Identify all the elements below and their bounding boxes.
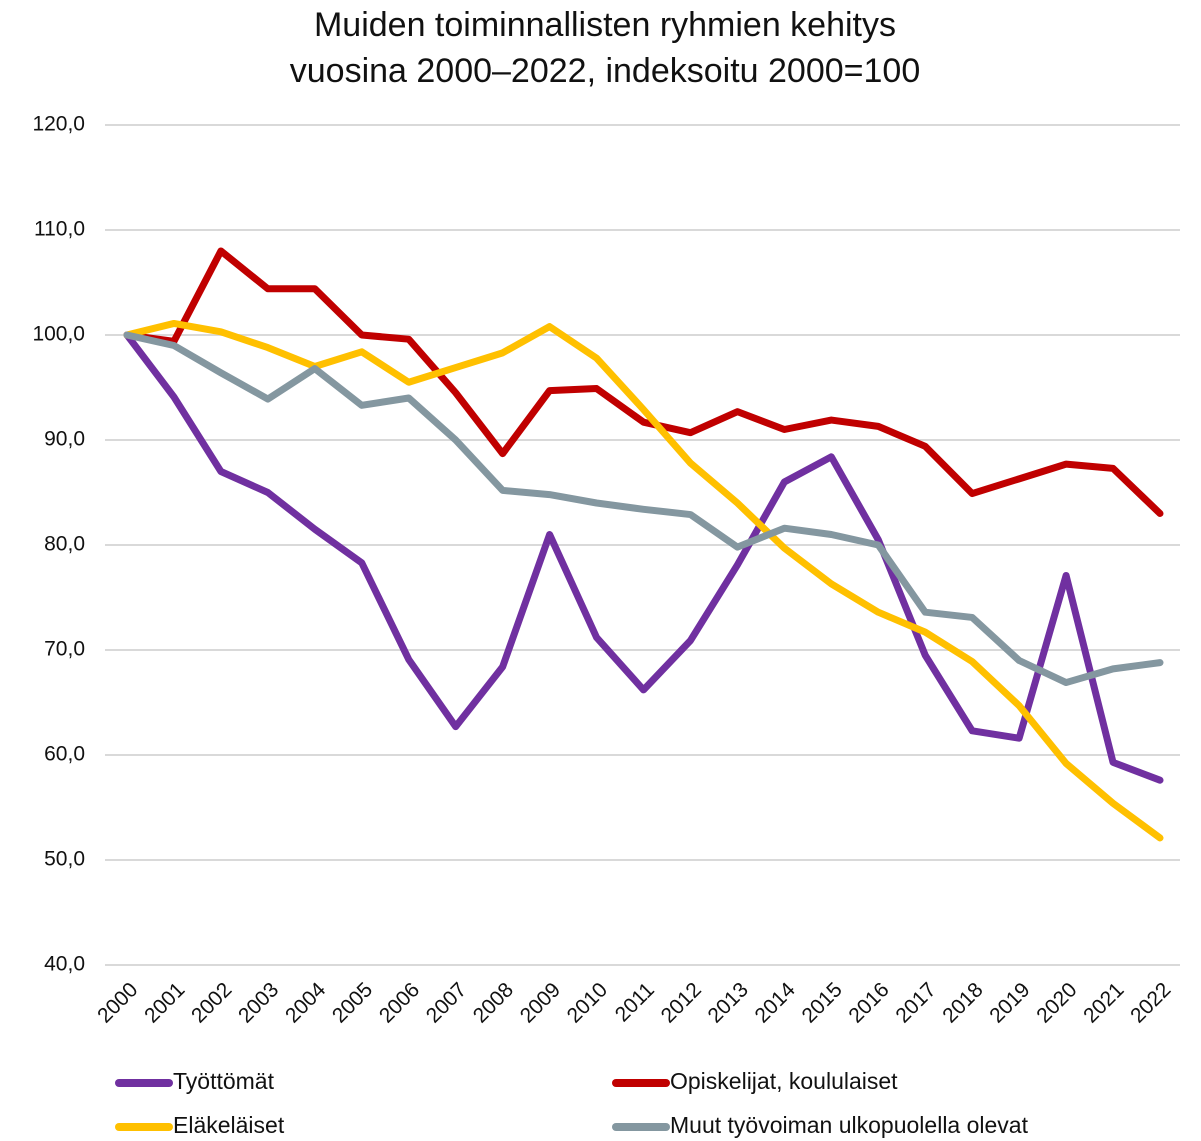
y-tick-label: 70,0: [44, 638, 85, 661]
x-tick-label: 2016: [844, 978, 893, 1027]
legend-label: Opiskelijat, koululaiset: [670, 1068, 898, 1094]
x-tick-label: 2022: [1126, 978, 1175, 1027]
x-tick-label: 2020: [1032, 978, 1081, 1027]
legend-label: Eläkeläiset: [173, 1112, 285, 1138]
x-tick-label: 2003: [234, 978, 283, 1027]
x-tick-label: 2013: [704, 978, 753, 1027]
y-tick-label: 90,0: [44, 428, 85, 451]
y-tick-label: 40,0: [44, 953, 85, 976]
x-tick-label: 2007: [422, 978, 471, 1027]
x-tick-label: 2011: [611, 978, 659, 1026]
y-tick-label: 50,0: [44, 848, 85, 871]
x-tick-label: 2004: [281, 978, 331, 1028]
x-tick-label: 2012: [657, 978, 706, 1027]
legend-label: Muut työvoiman ulkopuolella olevat: [670, 1112, 1029, 1138]
x-tick-label: 2001: [140, 978, 189, 1027]
y-tick-label: 60,0: [44, 743, 85, 766]
y-tick-label: 100,0: [32, 323, 85, 346]
chart-title: Muiden toiminnallisten ryhmien kehitys: [314, 6, 896, 44]
x-tick-label: 2021: [1079, 978, 1128, 1027]
chart-title: vuosina 2000–2022, indeksoitu 2000=100: [290, 52, 920, 90]
x-tick-label: 2014: [751, 978, 801, 1028]
y-tick-label: 80,0: [44, 533, 85, 556]
line-series: [123, 247, 1164, 517]
line-series: [123, 319, 1164, 842]
x-tick-label: 2019: [985, 978, 1034, 1027]
x-tick-label: 2002: [187, 978, 236, 1027]
line-series: [123, 331, 1164, 784]
x-tick-label: 2009: [516, 978, 565, 1027]
x-tick-label: 2005: [328, 978, 377, 1027]
x-tick-label: 2017: [891, 978, 940, 1027]
legend-label: Työttömät: [173, 1068, 275, 1094]
y-tick-label: 110,0: [34, 218, 85, 241]
y-tick-label: 120,0: [32, 113, 85, 136]
x-tick-label: 2000: [93, 978, 142, 1027]
x-tick-label: 2018: [938, 978, 987, 1027]
line-series: [123, 331, 1164, 687]
x-tick-label: 2015: [797, 978, 846, 1027]
x-tick-label: 2006: [375, 978, 424, 1027]
x-tick-label: 2010: [563, 978, 612, 1027]
x-tick-label: 2008: [469, 978, 518, 1027]
